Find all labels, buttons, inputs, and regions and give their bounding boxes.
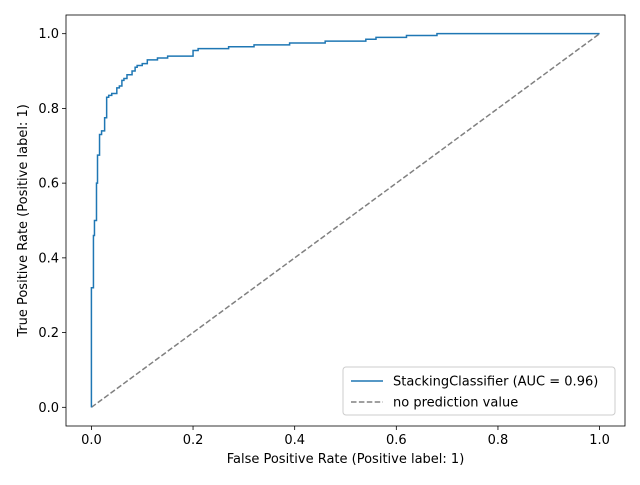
x-tick-label: 0.0 [81, 433, 102, 448]
legend-box [342, 366, 616, 416]
y-tick-label: 0.6 [38, 177, 59, 192]
x-tick-label: 0.8 [488, 433, 509, 448]
axes-frame [65, 14, 626, 427]
y-tick-label: 0.4 [38, 251, 59, 266]
plot-area [90, 32, 601, 408]
legend: StackingClassifier (AUC = 0.96) no predi… [342, 366, 616, 416]
x-tick-label: 0.4 [284, 433, 305, 448]
x-tick-label: 1.0 [589, 433, 610, 448]
x-tick-label: 0.6 [386, 433, 407, 448]
x-axis-ticks: 0.0 0.2 0.4 0.6 0.8 1.0 [81, 426, 610, 448]
x-tick-label: 0.2 [183, 433, 204, 448]
y-axis-ticks: 0.0 0.2 0.4 0.6 0.8 1.0 [38, 27, 66, 416]
y-tick-label: 0.0 [38, 401, 59, 416]
legend-label-stacking: StackingClassifier (AUC = 0.96) [393, 375, 598, 390]
x-axis-label: False Positive Rate (Positive label: 1) [227, 452, 465, 467]
y-tick-label: 0.8 [38, 102, 59, 117]
no-prediction-diagonal [90, 33, 601, 408]
roc-curve-stacking [90, 32, 600, 408]
y-tick-label: 1.0 [38, 27, 59, 42]
y-axis-label: True Positive Rate (Positive label: 1) [16, 104, 31, 338]
y-tick-label: 0.2 [38, 326, 59, 341]
legend-label-no-prediction: no prediction value [393, 396, 518, 411]
